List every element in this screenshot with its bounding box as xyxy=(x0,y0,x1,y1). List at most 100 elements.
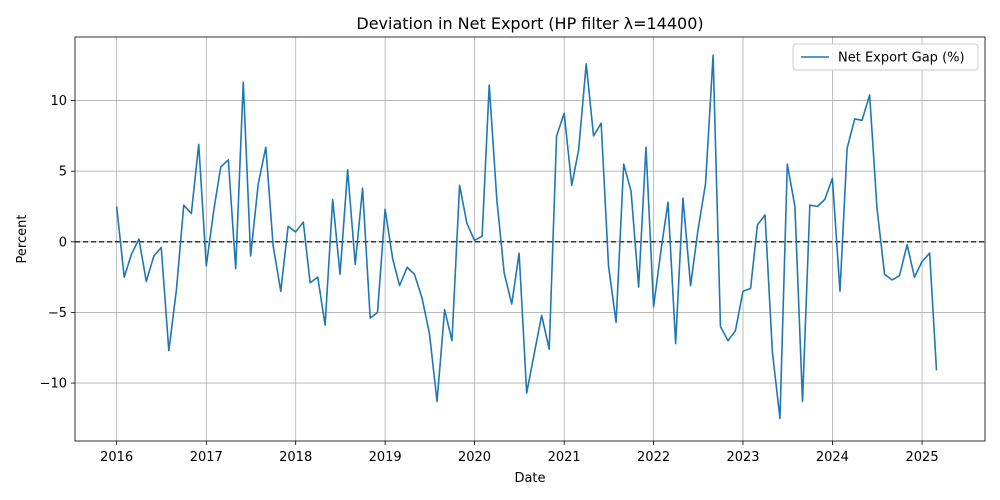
data-point xyxy=(935,369,937,371)
y-tick-label: −5 xyxy=(48,306,67,321)
data-point xyxy=(913,276,915,278)
data-point xyxy=(466,222,468,224)
legend-label: Net Export Gap (%) xyxy=(838,51,965,66)
data-point xyxy=(719,325,721,327)
data-point xyxy=(525,392,527,394)
chart-title: Deviation in Net Export (HP filter λ=144… xyxy=(356,14,703,33)
data-point xyxy=(712,54,714,56)
data-point xyxy=(145,280,147,282)
data-point xyxy=(153,255,155,257)
data-point xyxy=(413,273,415,275)
y-tick-label: 0 xyxy=(59,235,67,250)
data-point xyxy=(876,207,878,209)
data-point xyxy=(488,84,490,86)
data-point xyxy=(168,349,170,351)
data-point xyxy=(436,400,438,402)
data-point xyxy=(660,248,662,250)
data-point xyxy=(138,238,140,240)
x-tick-label: 2020 xyxy=(458,450,491,465)
data-point xyxy=(369,317,371,319)
data-point xyxy=(883,273,885,275)
data-point xyxy=(421,297,423,299)
data-point xyxy=(928,252,930,254)
x-tick-label: 2024 xyxy=(816,450,849,465)
data-point xyxy=(175,289,177,291)
data-point xyxy=(249,255,251,257)
y-tick-label: 5 xyxy=(59,165,67,180)
data-point xyxy=(354,263,356,265)
data-point xyxy=(227,159,229,161)
data-point xyxy=(563,112,565,114)
data-point xyxy=(272,245,274,247)
data-point xyxy=(861,119,863,121)
data-point xyxy=(309,282,311,284)
series-line-net-export-gap xyxy=(115,54,938,420)
data-point xyxy=(734,330,736,332)
x-tick-label: 2025 xyxy=(906,450,939,465)
legend-box xyxy=(792,43,979,71)
data-point xyxy=(451,340,453,342)
data-point xyxy=(637,286,639,288)
data-point xyxy=(771,351,773,353)
data-point xyxy=(346,169,348,171)
data-point xyxy=(816,205,818,207)
data-point xyxy=(846,147,848,149)
data-point xyxy=(392,258,394,260)
data-point xyxy=(302,221,304,223)
data-point xyxy=(667,201,669,203)
data-point xyxy=(406,266,408,268)
data-point xyxy=(615,321,617,323)
data-point xyxy=(287,225,289,227)
data-point xyxy=(496,198,498,200)
data-point xyxy=(600,122,602,124)
data-point xyxy=(868,94,870,96)
data-point xyxy=(443,308,445,310)
data-point xyxy=(213,208,215,210)
data-point xyxy=(324,324,326,326)
data-point xyxy=(839,290,841,292)
data-point xyxy=(280,290,282,292)
data-point xyxy=(540,314,542,316)
data-point xyxy=(749,287,751,289)
data-point xyxy=(577,149,579,151)
data-point xyxy=(571,184,573,186)
data-point xyxy=(376,311,378,313)
data-point xyxy=(921,260,923,262)
data-point xyxy=(801,400,803,402)
data-point xyxy=(130,253,132,255)
data-point xyxy=(853,118,855,120)
x-axis-label: Date xyxy=(514,471,545,486)
data-point xyxy=(205,265,207,267)
data-point xyxy=(779,417,781,419)
axis-ticks: 2016 2017 2018 2019 2020 2021 2022 2023 2024 2025… xyxy=(40,94,939,465)
data-point xyxy=(630,190,632,192)
x-tick-label: 2021 xyxy=(548,450,581,465)
grid xyxy=(75,37,985,441)
data-point xyxy=(831,177,833,179)
data-point xyxy=(481,235,483,237)
data-point xyxy=(742,290,744,292)
data-point xyxy=(674,342,676,344)
data-point xyxy=(906,243,908,245)
data-point xyxy=(809,204,811,206)
data-point xyxy=(190,212,192,214)
data-point xyxy=(898,275,900,277)
axes-frame xyxy=(74,36,986,442)
data-point xyxy=(697,229,699,231)
data-point xyxy=(622,163,624,165)
data-point xyxy=(533,352,535,354)
data-point xyxy=(257,183,259,185)
data-point xyxy=(265,146,267,148)
legend: Net Export Gap (%) xyxy=(792,43,979,71)
data-point xyxy=(317,276,319,278)
data-point xyxy=(361,187,363,189)
data-point xyxy=(891,279,893,281)
x-tick-label: 2018 xyxy=(279,450,312,465)
data-point xyxy=(458,184,460,186)
data-point xyxy=(645,146,647,148)
data-point xyxy=(592,135,594,137)
data-point xyxy=(689,284,691,286)
data-point xyxy=(220,166,222,168)
x-tick-label: 2016 xyxy=(100,450,133,465)
